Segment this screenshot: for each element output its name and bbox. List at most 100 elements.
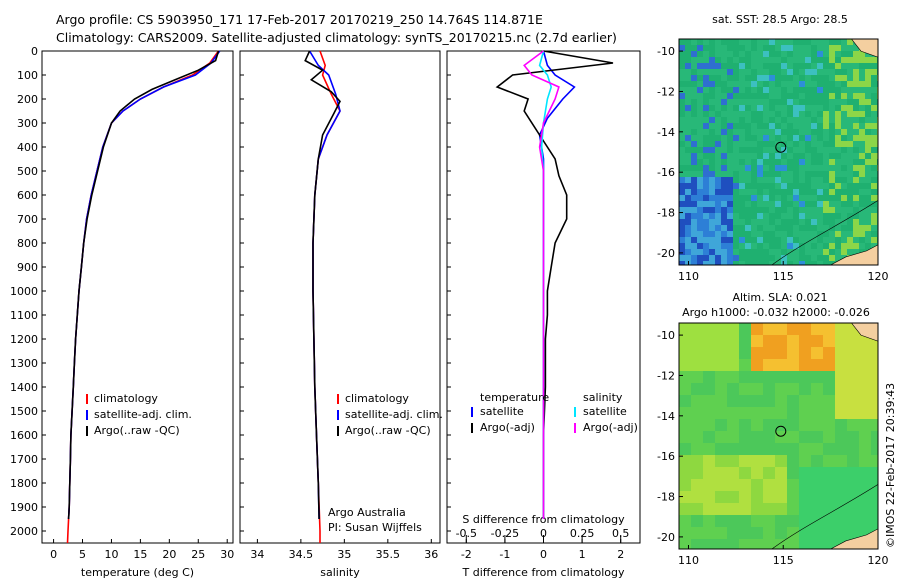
map-cell	[691, 243, 698, 250]
map-cell	[775, 347, 788, 360]
map-cell	[817, 213, 824, 220]
map-cell	[751, 51, 758, 58]
map-cell	[823, 57, 830, 64]
map-cell	[745, 75, 752, 82]
map-cell	[727, 129, 734, 136]
map-cell	[847, 99, 854, 106]
map-cell	[733, 93, 740, 100]
map-cell	[775, 153, 782, 160]
map-cell	[691, 491, 704, 504]
map-cell	[811, 69, 818, 76]
map-cell	[733, 249, 740, 256]
map-cell	[679, 419, 692, 432]
map-cell	[823, 123, 830, 130]
map-frame	[678, 322, 879, 550]
map-cell	[763, 117, 770, 124]
map-cell	[751, 335, 764, 348]
map-cell	[733, 123, 740, 130]
map-cell	[859, 171, 866, 178]
map-cell	[691, 431, 704, 444]
map-cell	[757, 225, 764, 232]
map-cell	[799, 99, 806, 106]
map-cell	[793, 93, 800, 100]
map-cell	[823, 249, 830, 256]
y-tick-label: -20	[657, 247, 675, 260]
map-cell	[787, 123, 794, 130]
x-tick-label: 1	[579, 548, 586, 561]
map-cell	[865, 177, 872, 184]
map-cell	[763, 261, 770, 265]
map-cell	[835, 63, 842, 70]
map-cell	[841, 213, 848, 220]
map-cell	[733, 153, 740, 160]
map-cell	[823, 515, 836, 528]
map-cell	[721, 57, 728, 64]
map-cell	[697, 207, 704, 214]
map-cell	[799, 39, 806, 46]
map-cell	[691, 207, 698, 214]
map-cell	[703, 515, 716, 528]
map-cell	[817, 141, 824, 148]
map-cell	[865, 195, 872, 202]
map-cell	[829, 51, 836, 58]
map-cell	[871, 195, 878, 202]
map-cell	[847, 359, 860, 372]
map-cell	[679, 183, 686, 190]
map-cell	[739, 395, 752, 408]
legend-entry: climatology	[94, 392, 158, 405]
map-cell	[715, 515, 728, 528]
map-cell	[769, 207, 776, 214]
map-cell	[763, 99, 770, 106]
map-cell	[733, 159, 740, 166]
map-cell	[709, 261, 716, 265]
map-cell	[823, 159, 830, 166]
map-cell	[817, 51, 824, 58]
map-cell	[841, 225, 848, 232]
map-cell	[721, 81, 728, 88]
sla-map-subtitle: Argo h1000: -0.032 h2000: -0.026	[682, 306, 870, 319]
map-cell	[871, 383, 878, 396]
map-cell	[715, 237, 722, 244]
map-cell	[727, 117, 734, 124]
map-cell	[697, 87, 704, 94]
map-cell	[835, 51, 842, 58]
map-cell	[823, 147, 830, 154]
map-cell	[703, 371, 716, 384]
map-cell	[769, 123, 776, 130]
map-cell	[727, 371, 740, 384]
x2-tick-label: 0.25	[570, 527, 595, 540]
map-cell	[805, 195, 812, 202]
map-cell	[709, 201, 716, 208]
map-cell	[829, 99, 836, 106]
map-cell	[787, 165, 794, 172]
map-cell	[775, 527, 788, 540]
map-cell	[715, 383, 728, 396]
map-cell	[715, 147, 722, 154]
map-cell	[679, 395, 692, 408]
map-cell	[787, 479, 800, 492]
map-cell	[859, 177, 866, 184]
map-cell	[865, 105, 872, 112]
map-cell	[727, 243, 734, 250]
map-cell	[751, 527, 764, 540]
map-cell	[793, 225, 800, 232]
map-cell	[781, 45, 788, 52]
map-cell	[805, 81, 812, 88]
map-cell	[679, 75, 686, 82]
map-cell	[709, 63, 716, 70]
y-tick-label: 1100	[10, 309, 38, 322]
y-tick-label: 2000	[10, 525, 38, 538]
map-cell	[841, 45, 848, 52]
map-cell	[871, 189, 878, 196]
map-cell	[757, 99, 764, 106]
map-cell	[817, 39, 824, 46]
map-cell	[829, 63, 836, 70]
map-cell	[721, 45, 728, 52]
map-cell	[847, 527, 860, 540]
map-cell	[679, 93, 686, 100]
x-tick-label: 110	[678, 270, 699, 283]
map-cell	[751, 237, 758, 244]
map-cell	[751, 45, 758, 52]
map-cell	[823, 503, 836, 516]
map-cell	[703, 45, 710, 52]
